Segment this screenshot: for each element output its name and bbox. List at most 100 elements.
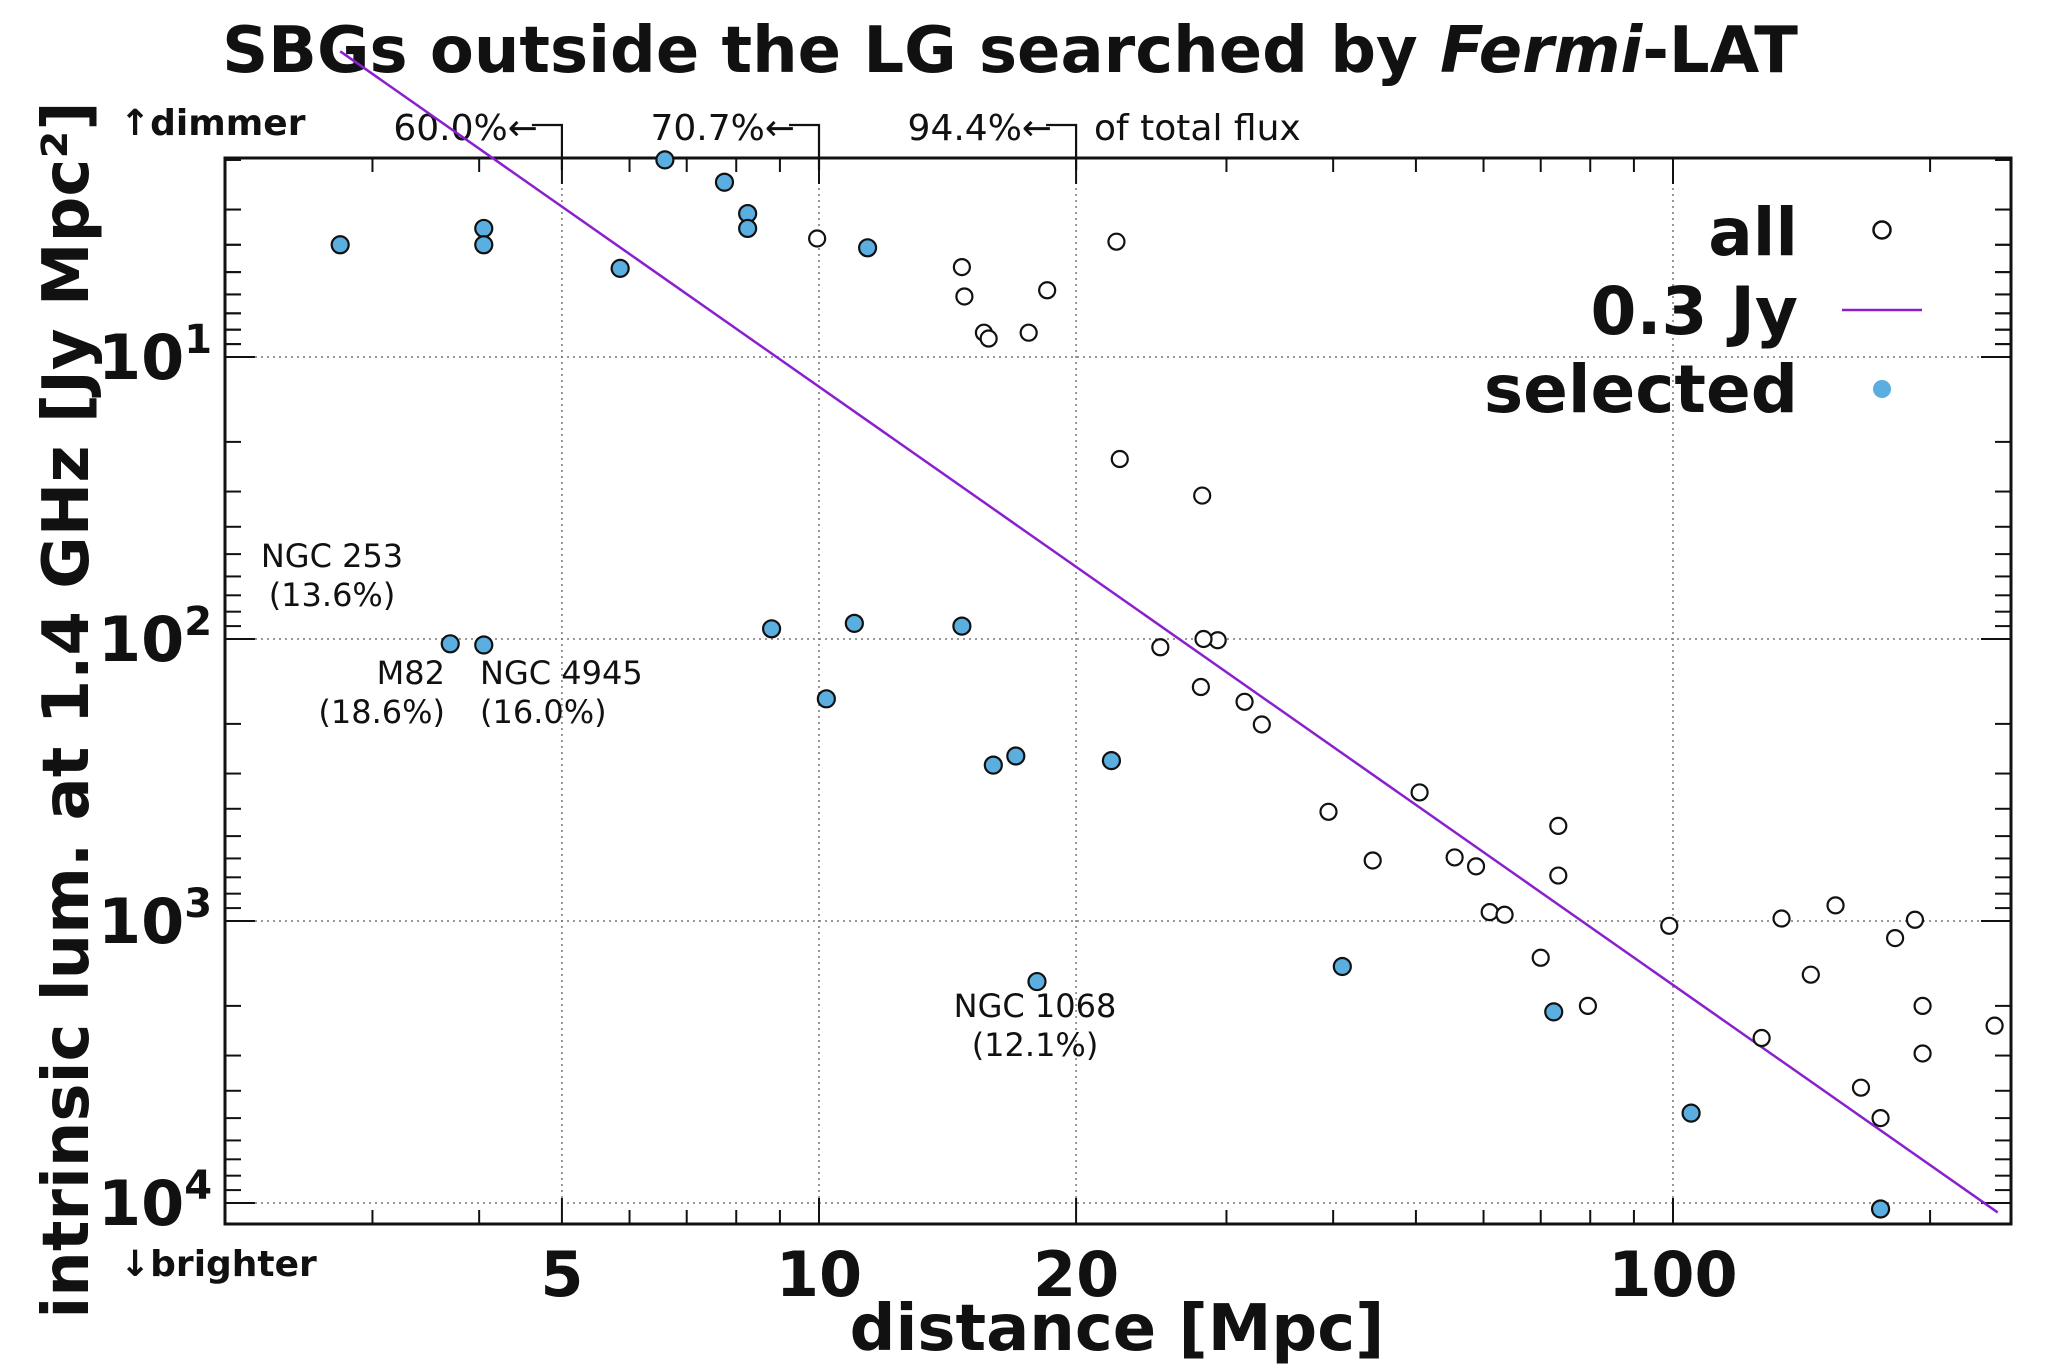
legend-label-selected: selected [1484,351,1798,428]
point-all [1886,929,1905,948]
point-selected [1681,1103,1701,1123]
point-all [1913,996,1932,1015]
x-tick-label-5: 5 [540,1238,583,1311]
point-selected [816,689,836,709]
point-selected [1332,956,1352,977]
legend-marker-all [1872,220,1892,240]
point-all [952,258,971,277]
point-all [1107,232,1126,251]
point-all [1801,965,1820,984]
svg-text:NGC 4945: NGC 4945 [480,654,643,692]
legend-marker-selected [1873,380,1891,398]
flux-marker-label-1: 70.7%← [650,108,795,149]
chart-title: SBGs outside the LG searched by Fermi-LA… [222,14,1798,88]
annotation-m82: M82 (18.6%) [318,654,445,731]
point-all [1252,715,1271,734]
line-0p3Jy [339,50,1999,1214]
point-selected [474,218,494,239]
x-tick-label-20: 20 [1033,1238,1119,1311]
svg-text:(16.0%): (16.0%) [480,693,607,731]
point-selected [761,619,782,639]
point-all [1826,896,1845,915]
point-all [979,329,998,348]
point-all [1549,816,1568,835]
flux-marker-line-2 [1046,123,1078,170]
point-all [1193,486,1212,505]
point-all [1660,916,1679,935]
annotation-ngc4945: NGC 4945 (16.0%) [480,654,643,731]
point-all [1480,903,1499,922]
flux-marker-label-0: 60.0%← [393,108,538,149]
tick-labels: 5 10 20 100 101 102 103 104 [98,317,1738,1311]
point-all [1038,281,1057,300]
point-all [1549,866,1568,885]
flux-marker-line-1 [789,123,821,170]
point-selected [655,150,675,170]
svg-text:NGC 253: NGC 253 [261,537,403,575]
flux-marker-label-2: 94.4%← [908,108,1053,149]
point-selected [474,635,494,655]
point-selected [1544,1002,1564,1022]
plot-frame [223,156,2013,1226]
x-axis-label: distance [Mpc] [850,1292,1385,1365]
dimmer-label: ↑dimmer [120,103,306,144]
legend: all 0.3 Jy selected [1484,194,1922,428]
flux-suffix: of total flux [1094,108,1301,149]
brighter-label: ↓brighter [120,1244,317,1285]
point-selected [330,235,350,255]
point-selected [474,235,494,255]
svg-text:M82: M82 [377,654,445,692]
point-all [1772,909,1791,928]
flux-marker-line-0 [531,123,564,170]
point-all [1531,948,1550,967]
y-axis-label: intrinsic lum. at 1.4 GHz [Jy Mpc²] [30,101,104,1318]
svg-text:(12.1%): (12.1%) [972,1026,1099,1064]
svg-text:(18.6%): (18.6%) [318,693,445,731]
flux-markers: 60.0%← 70.7%← 94.4%← [393,108,1078,170]
y-tick-label-100: 102 [98,599,212,676]
point-selected [857,238,878,258]
point-selected [1006,746,1026,766]
y-tick-label-10: 101 [98,317,212,394]
point-all [808,229,827,248]
svg-text:NGC 1068: NGC 1068 [954,987,1117,1025]
point-all [1913,1044,1932,1063]
legend-label-all: all [1708,194,1798,271]
point-all [1985,1016,2004,1035]
point-selected [1027,971,1047,992]
point-all [1363,851,1382,870]
x-tick-label-100: 100 [1608,1238,1737,1311]
y-tick-label-10000: 104 [98,1163,212,1240]
point-all [1410,783,1429,802]
annotation-ngc253: NGC 253 (13.6%) [261,537,403,614]
point-all [1851,1078,1871,1097]
annotation-ngc1068: NGC 1068 (12.1%) [954,987,1117,1064]
point-selected [714,172,735,192]
point-all [1151,638,1170,657]
point-all [1445,848,1464,867]
legend-label-line: 0.3 Jy [1591,273,1798,350]
y-tick-label-1000: 103 [98,881,212,958]
point-selected [738,218,758,239]
point-all [1466,857,1486,876]
point-all [1578,996,1598,1015]
point-all [1235,692,1254,711]
point-selected [1101,751,1122,771]
point-selected [610,258,630,278]
point-all [1495,905,1514,924]
point-all [955,287,974,306]
point-selected [1870,1199,1891,1219]
grid [225,158,2011,1224]
svg-text:(13.6%): (13.6%) [269,576,396,614]
point-all [1191,677,1210,697]
point-selected [844,613,864,633]
point-selected [952,616,972,636]
point-all [1752,1028,1771,1048]
x-tick-label-10: 10 [776,1238,862,1311]
point-all [1871,1109,1890,1128]
point-all [1110,449,1129,469]
series-all [808,229,2004,1128]
point-selected [440,634,460,654]
point-all [1905,910,1925,929]
